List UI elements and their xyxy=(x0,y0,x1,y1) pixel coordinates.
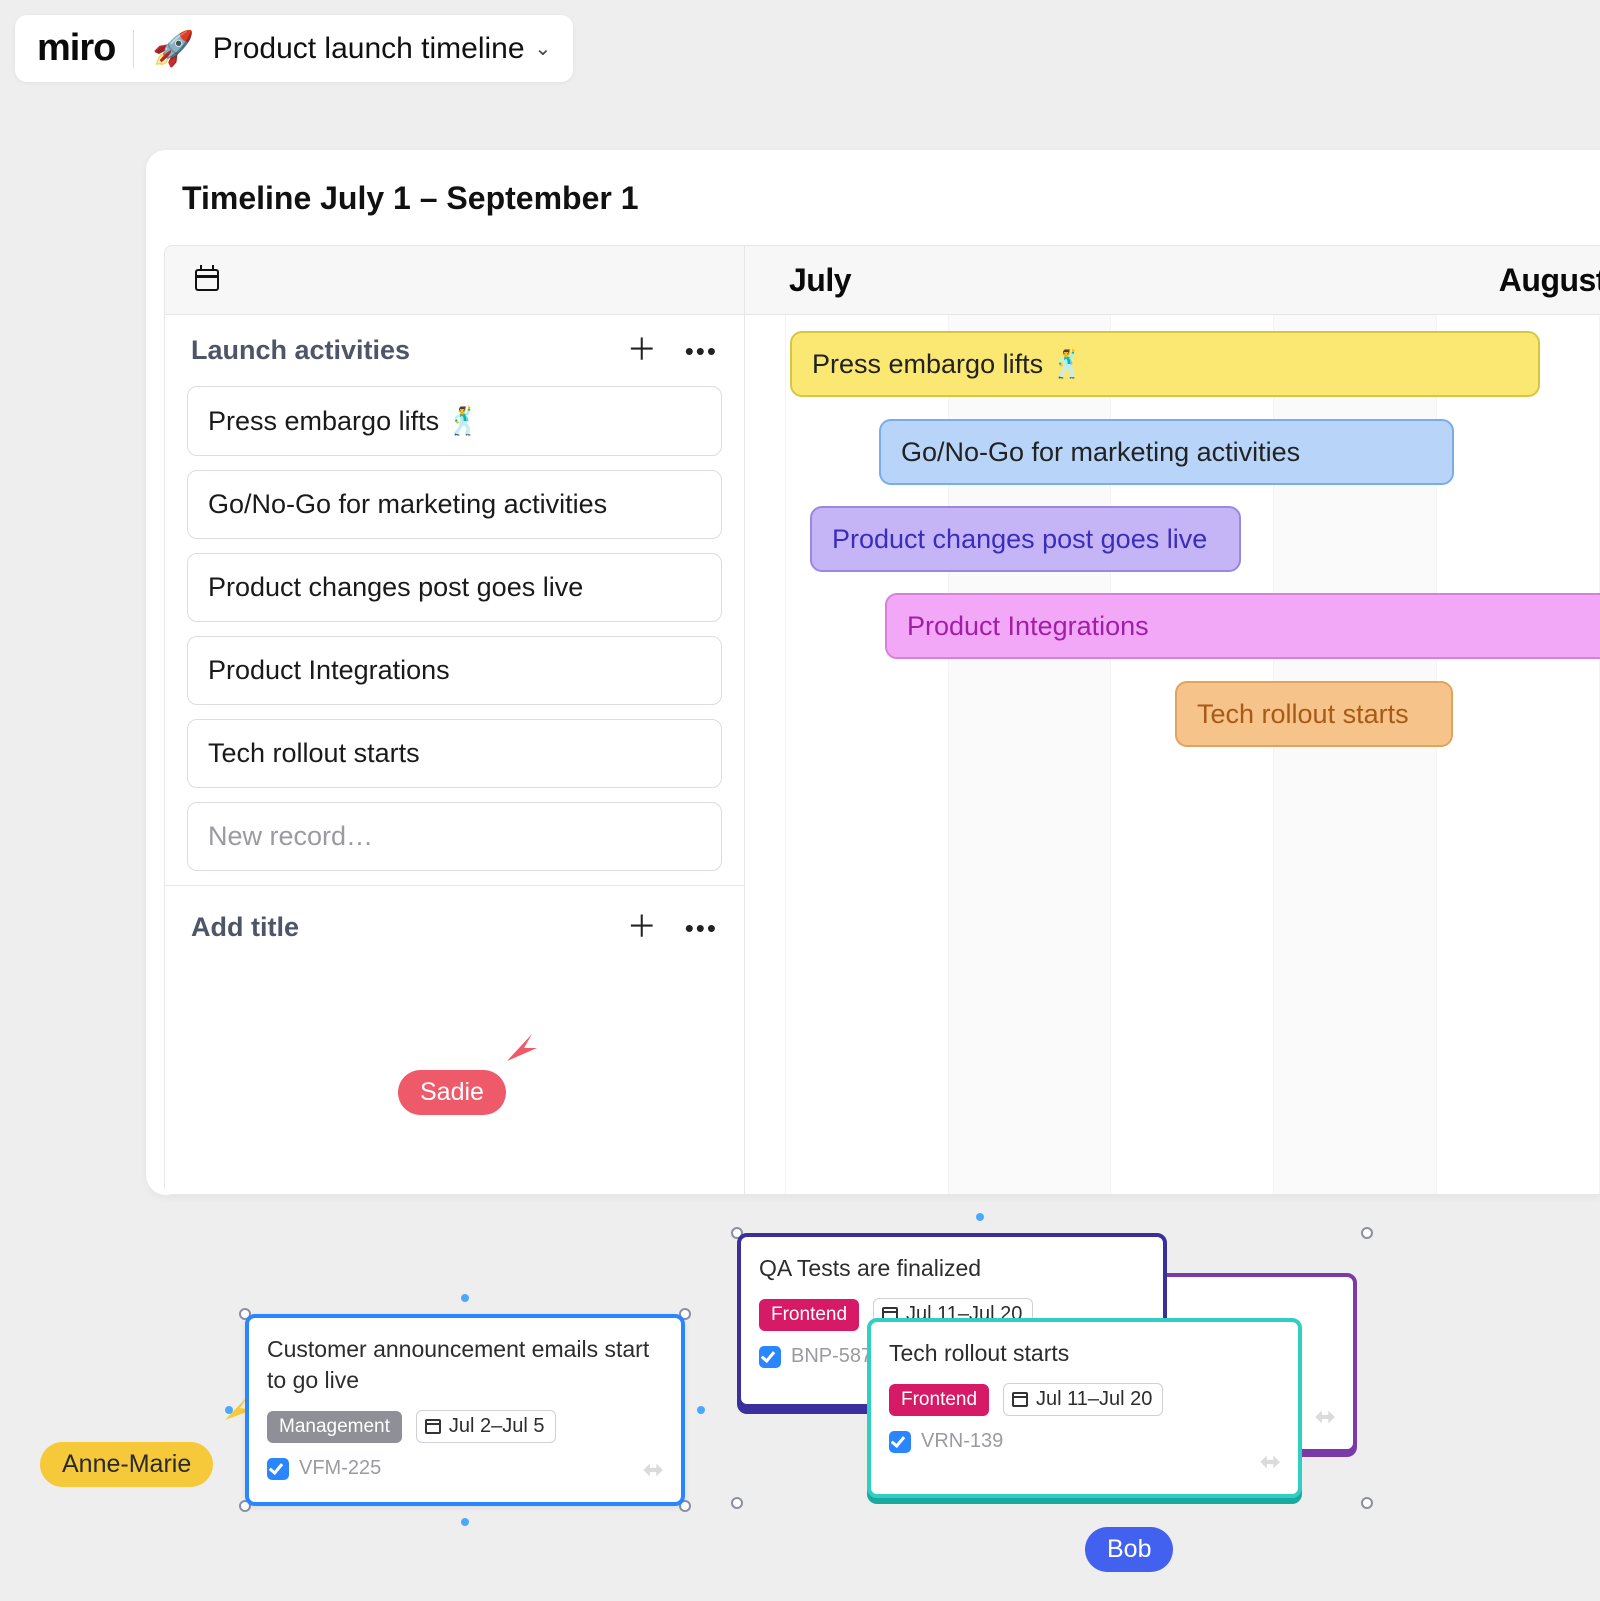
chevron-down-icon[interactable]: ⌄ xyxy=(535,36,552,61)
record-item[interactable]: Product changes post goes live xyxy=(187,553,722,622)
integration-icon xyxy=(639,1457,665,1488)
calendar-icon xyxy=(1012,1392,1028,1407)
date-chip[interactable]: Jul 11–Jul 20 xyxy=(1003,1383,1163,1416)
logo: miro xyxy=(37,27,115,70)
card-selection-1: Customer announcement emails start to go… xyxy=(245,1314,685,1506)
divider xyxy=(133,30,134,68)
rocket-icon: 🚀 xyxy=(152,29,194,69)
calendar-icon xyxy=(425,1419,441,1434)
bar-integrations[interactable]: Product Integrations xyxy=(885,593,1600,659)
cursor-arrow-icon xyxy=(502,1026,542,1066)
add-section-title[interactable]: Add title xyxy=(191,912,627,943)
gantt-area[interactable]: Press embargo lifts 🕺 Go/No-Go for marke… xyxy=(745,315,1600,1194)
record-item[interactable]: Press embargo lifts 🕺 xyxy=(187,386,722,456)
card-tech-rollout[interactable]: Tech rollout starts Frontend Jul 11–Jul … xyxy=(867,1318,1302,1498)
card-title: QA Tests are finalized xyxy=(759,1253,1145,1284)
month-august: August xyxy=(1499,262,1600,299)
calendar-icon[interactable] xyxy=(195,269,219,291)
integration-icon xyxy=(1311,1404,1337,1435)
more-icon[interactable]: ••• xyxy=(685,338,718,364)
timeline-panel: Timeline July 1 – September 1 July Augus… xyxy=(146,150,1600,1195)
check-icon[interactable] xyxy=(267,1458,289,1480)
card-customer-emails[interactable]: Customer announcement emails start to go… xyxy=(245,1314,685,1506)
date-chip[interactable]: Jul 2–Jul 5 xyxy=(416,1410,556,1443)
panel-title: Timeline July 1 – September 1 xyxy=(146,150,1600,245)
new-record-input[interactable]: New record… xyxy=(187,802,722,871)
date-text: Jul 11–Jul 20 xyxy=(1036,1388,1152,1411)
card-id: BNP-587 xyxy=(791,1345,872,1368)
record-item[interactable]: Tech rollout starts xyxy=(187,719,722,788)
records-sidebar: Launch activities ＋ ••• Press embargo li… xyxy=(165,315,745,1194)
bar-press-embargo[interactable]: Press embargo lifts 🕺 xyxy=(790,331,1540,397)
card-id: VRN-139 xyxy=(921,1430,1003,1453)
add-record-icon[interactable]: ＋ xyxy=(627,336,657,366)
cursor-sadie: Sadie xyxy=(398,1070,506,1115)
card-title: Customer announcement emails start to go… xyxy=(267,1334,663,1396)
board-title[interactable]: Product launch timeline xyxy=(213,32,525,66)
section-title: Launch activities xyxy=(191,335,627,366)
bar-product-changes[interactable]: Product changes post goes live xyxy=(810,506,1241,572)
record-item[interactable]: Product Integrations xyxy=(187,636,722,705)
tag-management: Management xyxy=(267,1411,402,1443)
cursor-bob: Bob xyxy=(1085,1527,1173,1572)
record-item[interactable]: Go/No-Go for marketing activities xyxy=(187,470,722,539)
section-add: Add title ＋ ••• xyxy=(165,886,744,1093)
tag-frontend: Frontend xyxy=(889,1384,989,1416)
tag-frontend: Frontend xyxy=(759,1299,859,1331)
months-header: July August xyxy=(745,246,1600,314)
card-id: VFM-225 xyxy=(299,1457,381,1480)
month-july: July xyxy=(789,262,851,299)
user-pill-bob: Bob xyxy=(1085,1527,1173,1572)
user-pill-anne: Anne-Marie xyxy=(40,1442,213,1487)
integration-icon xyxy=(1256,1449,1282,1480)
add-section-more-icon[interactable]: ••• xyxy=(685,915,718,941)
cursor-anne: Anne-Marie xyxy=(40,1442,213,1487)
card-title: Tech rollout starts xyxy=(889,1338,1280,1369)
date-text: Jul 2–Jul 5 xyxy=(449,1415,545,1438)
bar-tech-rollout[interactable]: Tech rollout starts xyxy=(1175,681,1453,747)
add-section-plus-icon[interactable]: ＋ xyxy=(627,913,657,943)
app-header: miro 🚀 Product launch timeline ⌄ xyxy=(15,15,573,82)
timeline-container: July August Launch activities ＋ ••• Pres… xyxy=(146,245,1600,1195)
section-launch: Launch activities ＋ ••• xyxy=(165,315,744,386)
bar-go-nogo[interactable]: Go/No-Go for marketing activities xyxy=(879,419,1454,485)
card-selection-2: QA Tests are finalized Frontend Jul 11–J… xyxy=(737,1233,1367,1503)
check-icon[interactable] xyxy=(889,1431,911,1453)
check-icon[interactable] xyxy=(759,1346,781,1368)
calendar-header-cell xyxy=(165,246,745,314)
user-pill-sadie: Sadie xyxy=(398,1070,506,1115)
